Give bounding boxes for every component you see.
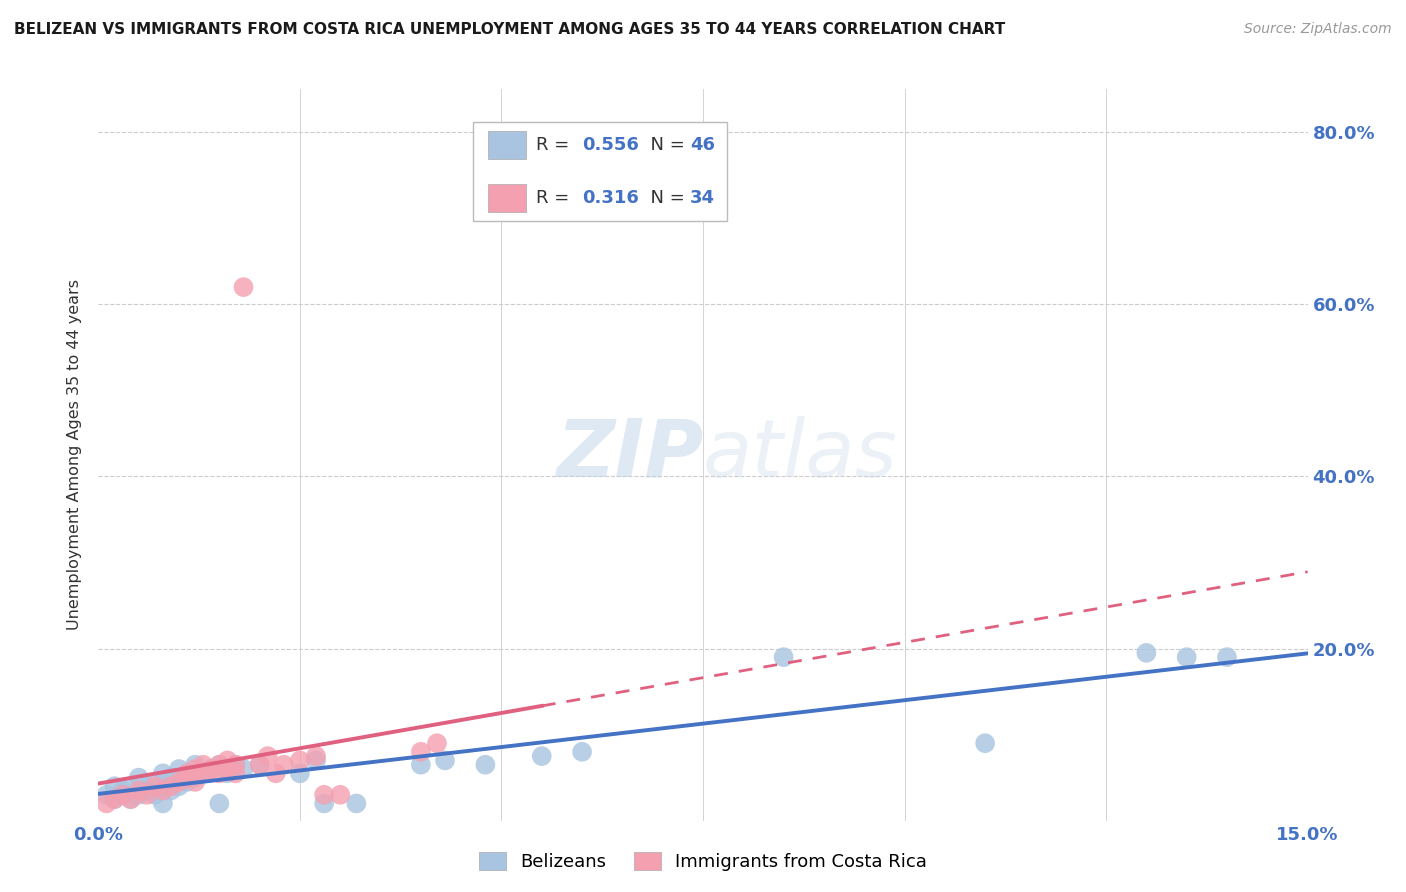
Text: N =: N = — [638, 136, 690, 153]
Point — [571, 745, 593, 759]
Point — [184, 771, 207, 785]
Point — [208, 757, 231, 772]
Point — [167, 775, 190, 789]
Point — [135, 788, 157, 802]
Point — [200, 762, 222, 776]
Text: atlas: atlas — [703, 416, 898, 494]
Point — [120, 779, 142, 793]
Point — [176, 766, 198, 780]
Point — [288, 766, 311, 780]
Point — [305, 749, 328, 764]
Point — [249, 757, 271, 772]
Text: R =: R = — [536, 136, 575, 153]
Text: Source: ZipAtlas.com: Source: ZipAtlas.com — [1244, 22, 1392, 37]
Point — [224, 766, 246, 780]
Point — [152, 779, 174, 793]
Point — [111, 783, 134, 797]
Point — [224, 757, 246, 772]
Point — [176, 775, 198, 789]
Bar — [488, 185, 526, 212]
Point — [217, 762, 239, 776]
Point — [96, 797, 118, 811]
Point — [128, 771, 150, 785]
Point — [208, 757, 231, 772]
Point — [1216, 650, 1239, 665]
Point — [256, 749, 278, 764]
Point — [208, 766, 231, 780]
Point — [152, 797, 174, 811]
Point — [143, 779, 166, 793]
Point — [1135, 646, 1157, 660]
Point — [305, 753, 328, 767]
Point — [217, 766, 239, 780]
Point — [1175, 650, 1198, 665]
Text: R =: R = — [536, 189, 575, 207]
Point — [426, 736, 449, 750]
Point — [217, 753, 239, 767]
Point — [232, 280, 254, 294]
Point — [96, 788, 118, 802]
FancyBboxPatch shape — [474, 122, 727, 221]
Point — [474, 757, 496, 772]
Point — [224, 757, 246, 772]
Point — [288, 753, 311, 767]
Bar — [488, 131, 526, 159]
Point — [128, 783, 150, 797]
Point — [143, 788, 166, 802]
Point — [152, 783, 174, 797]
Point — [232, 762, 254, 776]
Point — [409, 745, 432, 759]
Text: N =: N = — [638, 189, 690, 207]
Point — [160, 779, 183, 793]
Legend: Belizeans, Immigrants from Costa Rica: Belizeans, Immigrants from Costa Rica — [472, 845, 934, 879]
Point — [152, 766, 174, 780]
Point — [135, 779, 157, 793]
Point — [103, 792, 125, 806]
Point — [111, 788, 134, 802]
Point — [772, 650, 794, 665]
Point — [120, 792, 142, 806]
Text: ZIP: ZIP — [555, 416, 703, 494]
Point — [184, 762, 207, 776]
Point — [103, 779, 125, 793]
Point — [193, 766, 215, 780]
Point — [974, 736, 997, 750]
Text: 34: 34 — [690, 189, 714, 207]
Point — [530, 749, 553, 764]
Point — [111, 788, 134, 802]
Point — [143, 775, 166, 789]
Y-axis label: Unemployment Among Ages 35 to 44 years: Unemployment Among Ages 35 to 44 years — [67, 279, 83, 631]
Text: BELIZEAN VS IMMIGRANTS FROM COSTA RICA UNEMPLOYMENT AMONG AGES 35 TO 44 YEARS CO: BELIZEAN VS IMMIGRANTS FROM COSTA RICA U… — [14, 22, 1005, 37]
Point — [128, 788, 150, 802]
Point — [200, 762, 222, 776]
Point — [160, 771, 183, 785]
Point — [208, 797, 231, 811]
Point — [184, 775, 207, 789]
Point — [135, 783, 157, 797]
Point — [160, 783, 183, 797]
Point — [176, 766, 198, 780]
Text: 46: 46 — [690, 136, 714, 153]
Point — [120, 792, 142, 806]
Point — [167, 779, 190, 793]
Text: 0.316: 0.316 — [582, 189, 638, 207]
Text: 0.556: 0.556 — [582, 136, 638, 153]
Point — [249, 757, 271, 772]
Point — [176, 771, 198, 785]
Point — [329, 788, 352, 802]
Point — [103, 792, 125, 806]
Point — [193, 757, 215, 772]
Point — [273, 757, 295, 772]
Point — [434, 753, 457, 767]
Point — [409, 757, 432, 772]
Point — [167, 762, 190, 776]
Point — [344, 797, 367, 811]
Point — [184, 757, 207, 772]
Point — [314, 788, 336, 802]
Point — [264, 766, 287, 780]
Point — [314, 797, 336, 811]
Point — [193, 766, 215, 780]
